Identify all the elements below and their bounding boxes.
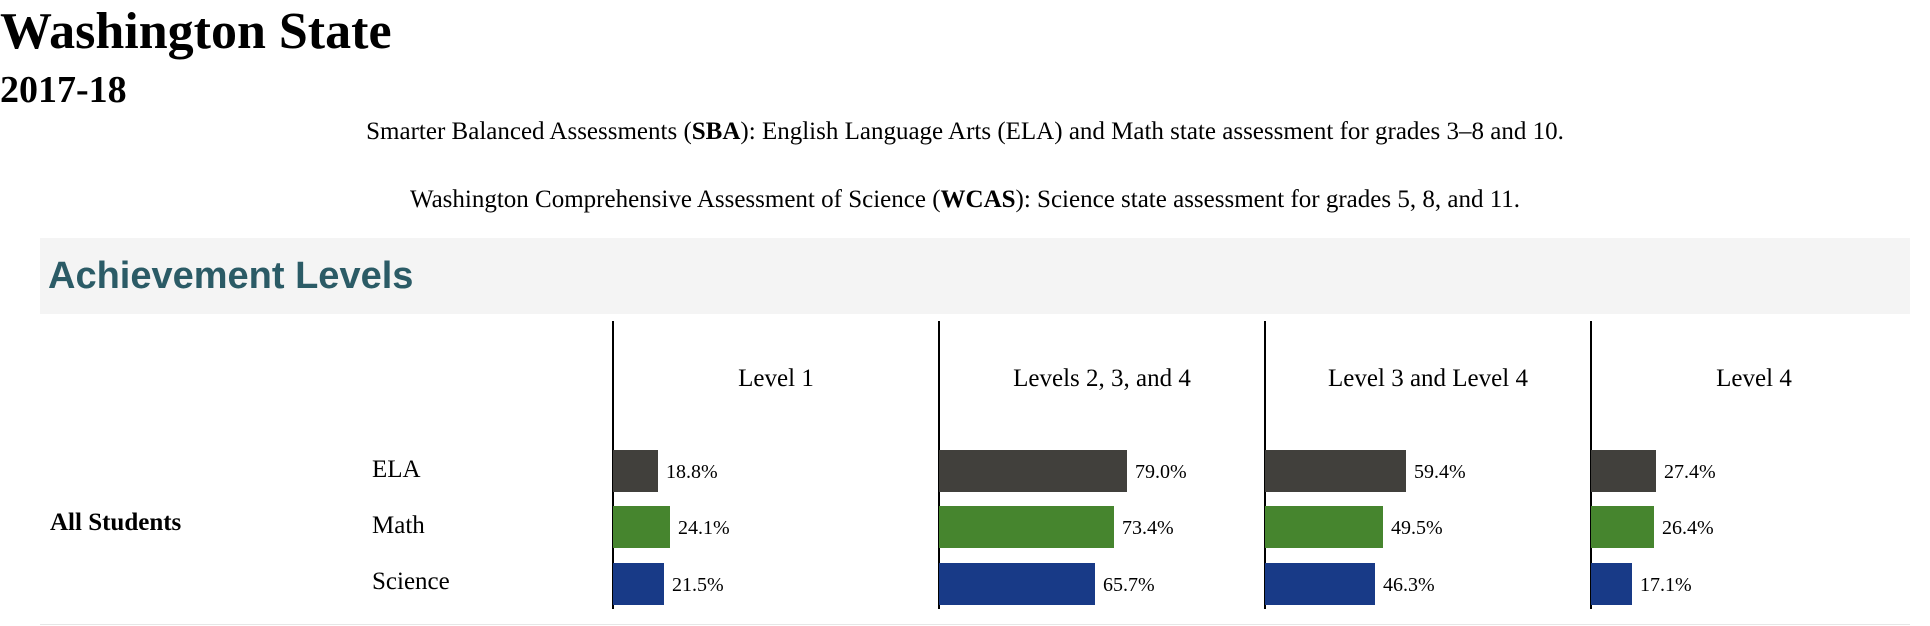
bar-value-label: 24.1% <box>678 517 730 539</box>
bar-value-label: 65.7% <box>1103 574 1155 596</box>
bar-value-label: 49.5% <box>1391 517 1443 539</box>
subject-label-science: Science <box>372 568 450 595</box>
bottom-divider <box>40 624 1910 625</box>
panel-heading: Level 1 <box>738 365 814 392</box>
panel-heading: Levels 2, 3, and 4 <box>1013 365 1191 392</box>
school-year: 2017-18 <box>0 69 127 111</box>
wcas-abbrev: WCAS <box>940 186 1016 213</box>
bar-value-label: 17.1% <box>1640 574 1692 596</box>
bar-value-label: 27.4% <box>1664 461 1716 483</box>
bar-science <box>1265 563 1375 605</box>
section-header: Achievement Levels <box>40 238 1910 314</box>
section-title: Achievement Levels <box>48 255 414 297</box>
bar-science <box>613 563 664 605</box>
bar-value-label: 79.0% <box>1135 461 1187 483</box>
bar-value-label: 21.5% <box>672 574 724 596</box>
wcas-description-prefix: Washington Comprehensive Assessment of S… <box>409 186 941 213</box>
bar-value-label: 18.8% <box>666 461 718 483</box>
bar-value-label: 73.4% <box>1122 517 1174 539</box>
bar-ela <box>1265 450 1406 492</box>
subject-label-ela: ELA <box>372 456 421 483</box>
bar-science <box>939 563 1095 605</box>
sba-description: Smarter Balanced Assessments (SBA): Engl… <box>0 116 1930 148</box>
bar-ela <box>939 450 1127 492</box>
bar-math <box>1591 506 1654 548</box>
wcas-description-suffix: ): Science state assessment for grades 5… <box>1015 186 1521 213</box>
bar-math <box>1265 506 1383 548</box>
sba-abbrev: SBA <box>691 118 741 145</box>
bar-ela <box>613 450 658 492</box>
bar-value-label: 59.4% <box>1414 461 1466 483</box>
page-title: Washington State <box>0 3 392 60</box>
bar-math <box>613 506 670 548</box>
wcas-description: Washington Comprehensive Assessment of S… <box>0 184 1930 216</box>
bar-value-label: 26.4% <box>1662 517 1714 539</box>
bar-math <box>939 506 1114 548</box>
panel-heading: Level 3 and Level 4 <box>1328 365 1528 392</box>
group-label: All Students <box>50 509 182 536</box>
sba-description-prefix: Smarter Balanced Assessments ( <box>366 118 692 145</box>
bar-value-label: 46.3% <box>1383 574 1435 596</box>
subject-label-math: Math <box>372 512 425 539</box>
bar-science <box>1591 563 1632 605</box>
panel-heading: Level 4 <box>1716 365 1792 392</box>
sba-description-suffix: ): English Language Arts (ELA) and Math … <box>740 118 1564 145</box>
bar-ela <box>1591 450 1656 492</box>
